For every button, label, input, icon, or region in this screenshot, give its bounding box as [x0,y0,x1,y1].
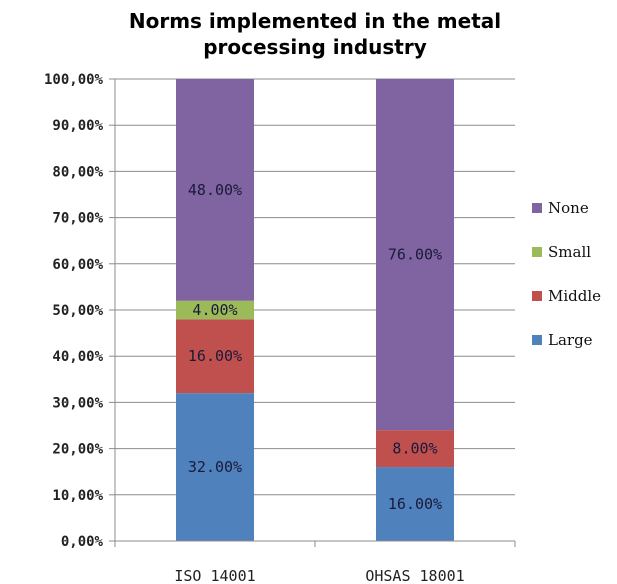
y-tick-label: 90,00% [52,118,103,134]
data-label: 48.00% [188,181,242,199]
legend-swatch-small [532,247,542,257]
x-tick-label: OHSAS 18001 [365,567,464,584]
legend-label: Middle [548,287,601,305]
chart-title-line-1: Norms implemented in the metal [128,9,502,33]
bar-segment-none [176,79,254,301]
y-tick-label: 30,00% [52,395,103,411]
y-tick-label: 80,00% [52,164,103,180]
y-tick-label: 100,00% [44,72,104,88]
y-tick-label: 60,00% [52,257,103,273]
bar-segment-middle [176,319,254,394]
bar-segment-large [176,393,254,541]
y-tick-label: 40,00% [52,349,103,365]
y-tick-label: 10,00% [52,488,103,504]
chart-title-line-2: processing industry [203,35,427,59]
bar-segment-small [176,300,254,320]
chart-title: Norms implemented in the metal processin… [105,8,525,60]
y-tick-label: 70,00% [52,211,103,227]
data-label: 76.00% [388,246,442,264]
legend-label: Large [548,331,593,349]
bar-segment-large [376,467,454,541]
x-tick-label: ISO 14001 [174,567,255,584]
bar-segment-middle [376,430,454,468]
legend-swatch-none [532,203,542,213]
legend-swatch-large [532,335,542,345]
legend-label: Small [548,243,591,261]
bar-segment-none [376,79,454,431]
y-tick-label: 0,00% [61,534,104,550]
y-tick-label: 20,00% [52,442,103,458]
data-label: 32.00% [188,458,242,476]
data-label: 4.00% [192,301,237,319]
legend-swatch-middle [532,291,542,301]
data-label: 8.00% [392,440,437,458]
y-tick-label: 50,00% [52,303,103,319]
data-label: 16.00% [388,495,442,513]
legend-label: None [548,199,589,217]
data-label: 16.00% [188,347,242,365]
